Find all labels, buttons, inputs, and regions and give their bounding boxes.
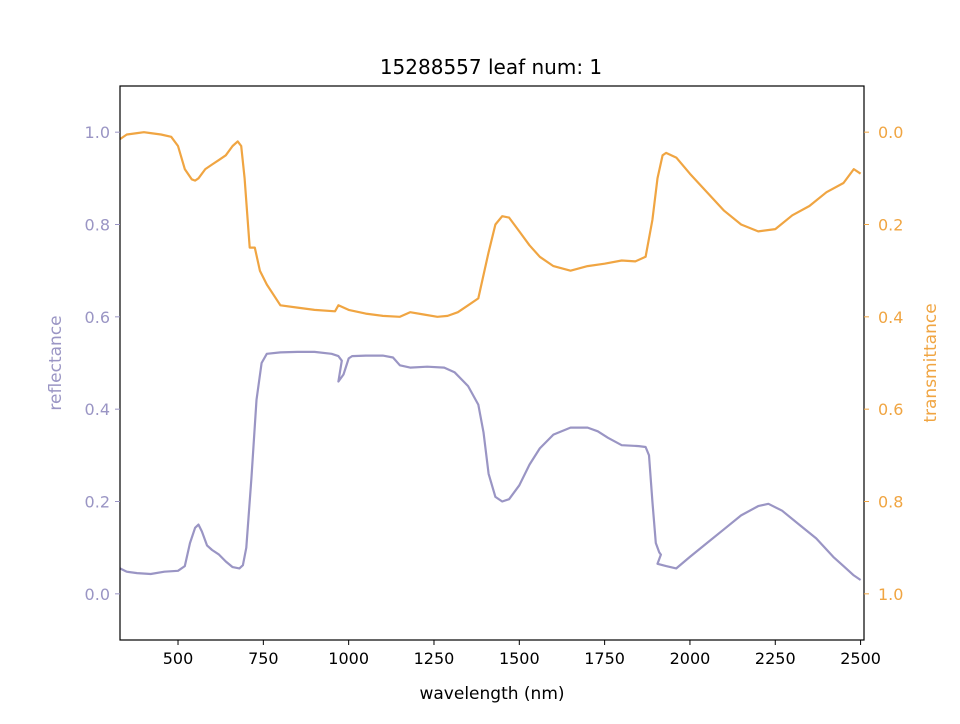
right-tick-label: 0.2	[878, 216, 903, 235]
x-tick-label: 1000	[328, 649, 369, 668]
x-tick-label: 1500	[499, 649, 540, 668]
chart-title: 15288557 leaf num: 1	[380, 55, 602, 79]
x-axis-ticks: 500 750 1000 1250 1500 1750 2000 2250 2500	[163, 640, 881, 668]
x-tick-label: 500	[163, 649, 194, 668]
x-tick-label: 1750	[584, 649, 625, 668]
plot-frame	[119, 85, 865, 641]
right-axis-ticks: 0.0 0.2 0.4 0.6 0.8 1.0	[864, 123, 903, 604]
left-axis-ticks: 0.0 0.2 0.4 0.6 0.8 1.0	[85, 123, 120, 604]
right-tick-label: 0.4	[878, 308, 903, 327]
left-tick-label: 0.4	[85, 400, 110, 419]
right-tick-label: 0.8	[878, 493, 903, 512]
reflectance-series-line	[119, 350, 862, 581]
left-tick-label: 0.2	[85, 493, 110, 512]
series-layer	[119, 131, 862, 581]
x-tick-label: 2000	[670, 649, 711, 668]
left-tick-label: 1.0	[85, 123, 110, 142]
x-tick-label: 1250	[414, 649, 455, 668]
right-tick-label: 1.0	[878, 585, 903, 604]
left-tick-label: 0.0	[85, 585, 110, 604]
left-tick-label: 0.8	[85, 216, 110, 235]
transmittance-series-line	[119, 131, 862, 318]
right-tick-label: 0.0	[878, 123, 903, 142]
x-tick-label: 2250	[755, 649, 796, 668]
left-axis-label: reflectance	[46, 315, 66, 410]
left-tick-label: 0.6	[85, 308, 110, 327]
x-tick-label: 2500	[840, 649, 881, 668]
right-axis-label: transmittance	[921, 303, 941, 422]
x-tick-label: 750	[248, 649, 279, 668]
right-tick-label: 0.6	[878, 400, 903, 419]
x-axis-label: wavelength (nm)	[419, 684, 564, 704]
